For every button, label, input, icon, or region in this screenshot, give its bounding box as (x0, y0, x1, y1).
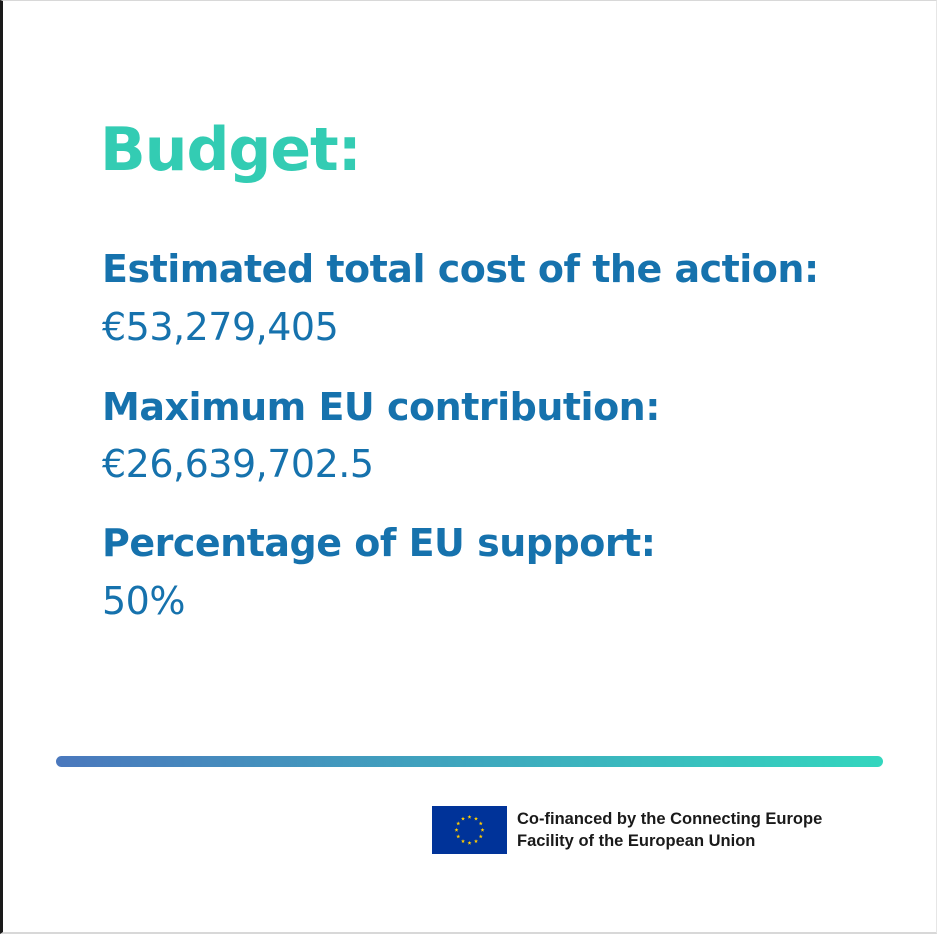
eu-flag-star (474, 839, 478, 843)
cofinanced-line-1: Co-financed by the Connecting Europe (517, 810, 823, 828)
eu-flag-star (480, 827, 485, 832)
eu-flag-star (478, 834, 483, 839)
page-title: Budget: (100, 115, 362, 185)
eu-flag-star (478, 821, 483, 826)
eu-flag-star (474, 816, 478, 821)
cofinanced-text: Co-financed by the Connecting Europe Fac… (517, 808, 822, 852)
eu-flag-star (461, 816, 465, 821)
eu-flag-star (467, 814, 472, 819)
total-cost-label: Estimated total cost of the action: (102, 247, 819, 291)
cofinanced-footer: Co-financed by the Connecting Europe Fac… (432, 806, 822, 854)
gradient-divider (56, 756, 883, 767)
eu-contribution-value: €26,639,702.5 (102, 442, 374, 486)
cofinanced-line-2: Facility of the European Union (517, 832, 756, 850)
eu-support-percentage-value: 50% (102, 579, 185, 623)
eu-flag-star (467, 840, 472, 845)
eu-flag-icon (432, 806, 507, 854)
eu-flag-star (456, 834, 461, 839)
eu-flag-star (456, 821, 461, 826)
eu-support-percentage-label: Percentage of EU support: (102, 521, 656, 565)
eu-contribution-label: Maximum EU contribution: (102, 385, 660, 429)
eu-flag-star (454, 827, 459, 832)
total-cost-value: €53,279,405 (102, 305, 339, 349)
eu-flag-star (461, 839, 465, 843)
